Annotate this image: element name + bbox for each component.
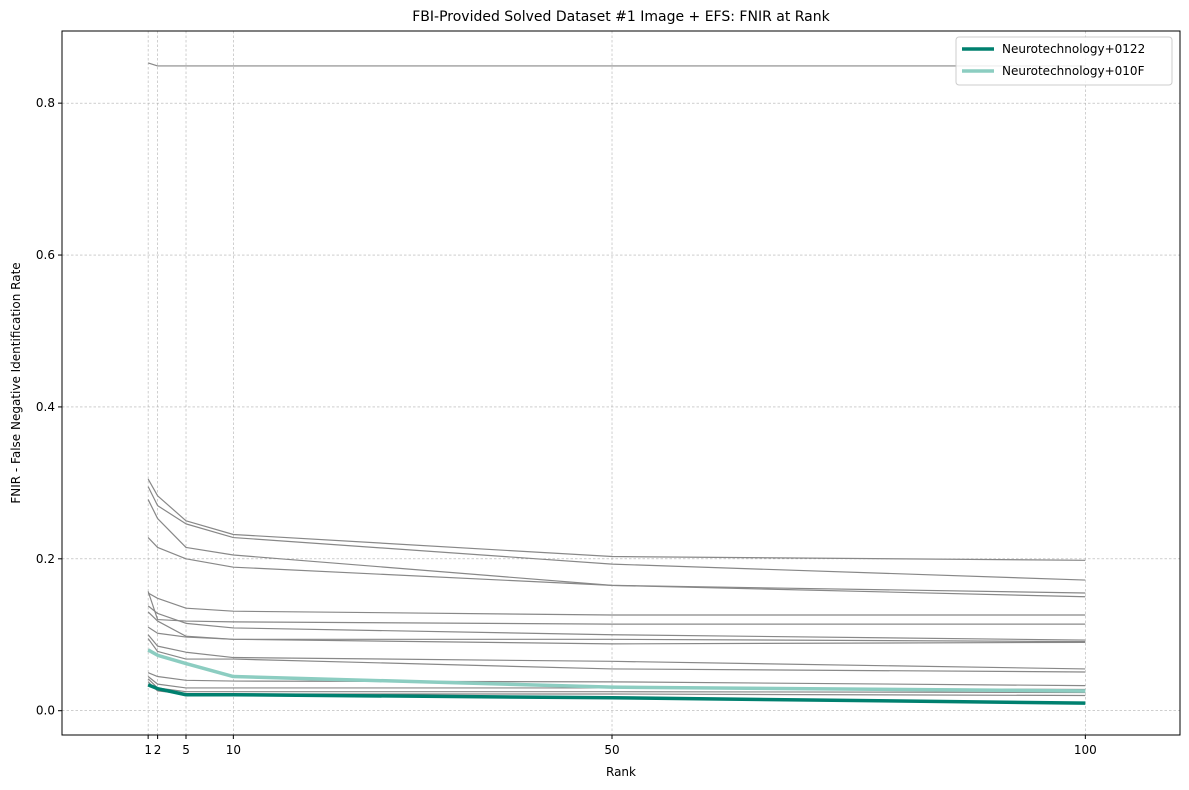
series-line-neurotechnology-010F [147,648,1086,693]
legend-label-neurotechnology-0122: Neurotechnology+0122 [1002,42,1145,56]
y-tick-label: 0.8 [36,96,55,110]
y-tick-label: 0.4 [36,400,55,414]
background-series-line [147,478,1086,561]
background-series-line [147,591,1086,625]
background-series-line [147,605,1086,641]
background-series-line [147,638,1086,673]
grid [62,31,1180,735]
series-lines [147,62,1086,705]
y-axis-label: FNIR - False Negative Identification Rat… [9,262,23,503]
background-series-line [147,486,1086,581]
y-tick-label: 0.2 [36,552,55,566]
x-tick-label: 2 [154,743,162,757]
x-tick-label: 1 [144,743,152,757]
x-tick-label: 100 [1074,743,1097,757]
background-series-line [147,62,1086,67]
legend: Neurotechnology+0122 Neurotechnology+010… [955,36,1173,86]
legend-box [955,36,1173,86]
series-line-neurotechnology-0122 [147,683,1086,705]
plot-frame [61,30,1181,736]
background-series-line [147,592,1086,616]
y-tick-label: 0.0 [36,704,55,718]
background-series-line [147,537,1086,598]
background-series-line [147,672,1086,687]
y-tick-label: 0.6 [36,248,55,262]
x-axis-label: Rank [606,765,636,779]
x-tick-label: 50 [604,743,619,757]
x-tick-label: 5 [182,743,190,757]
background-series-line [147,626,1086,645]
axis-ticks: 1 2 5 10 50 100 0.0 0.2 0.4 0.6 0.8 [36,96,1097,757]
legend-label-neurotechnology-010F: Neurotechnology+010F [1002,64,1145,78]
background-series-line [147,634,1086,670]
chart-title: FBI-Provided Solved Dataset #1 Image + E… [412,9,830,25]
x-tick-label: 10 [226,743,241,757]
background-series-line [147,499,1086,594]
